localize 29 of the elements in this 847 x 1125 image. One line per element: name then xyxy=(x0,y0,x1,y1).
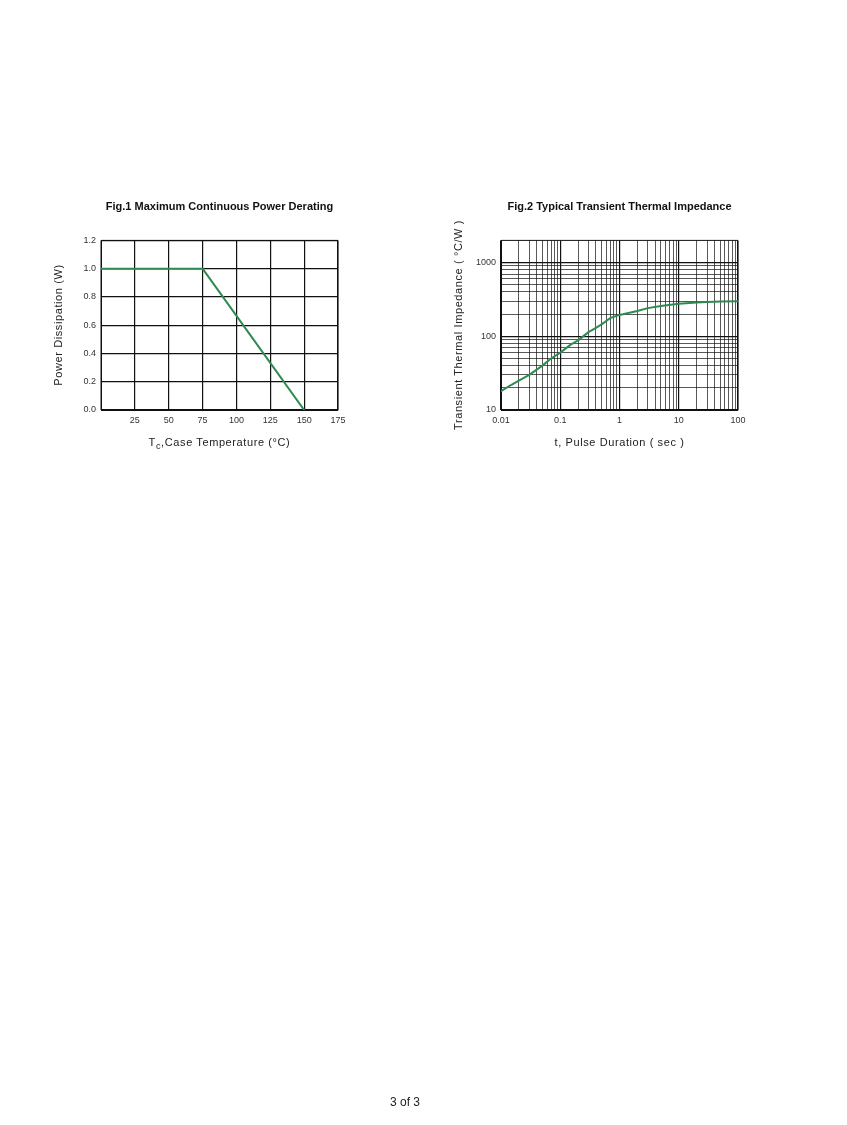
x-tick-label: 10 xyxy=(673,414,684,425)
x-tick-label: 50 xyxy=(163,414,174,425)
y-tick-label: 10 xyxy=(485,404,496,415)
y-tick-label: 0.0 xyxy=(83,404,96,415)
x-axis-title: T$_{c}$,Case Temperature (°C) xyxy=(148,436,291,452)
x-tick-label: 100 xyxy=(730,414,746,425)
x-tick-label: 75 xyxy=(197,414,208,425)
x-tick-label: 25 xyxy=(129,414,140,425)
y-tick-label: 0.8 xyxy=(83,291,96,302)
x-tick-label: 1 xyxy=(616,414,623,425)
y-tick-label: 1000 xyxy=(475,257,496,268)
y-tick-label: 1.0 xyxy=(83,263,96,274)
y-axis-title: Power Dissipation (W) xyxy=(52,264,64,386)
y-tick-label: 1.2 xyxy=(83,234,96,245)
y-tick-label: 100 xyxy=(480,330,496,341)
chart-title: Fig.2 Typical Transient Thermal Impedance xyxy=(507,200,732,213)
y-tick-label: 0.6 xyxy=(83,319,96,330)
chart-title: Fig.1 Maximum Continuous Power Derating xyxy=(105,200,334,213)
x-tick-label: 175 xyxy=(330,414,346,425)
x-tick-label: 150 xyxy=(296,414,312,425)
x-tick-label: 125 xyxy=(262,414,278,425)
x-axis-title: t, Pulse Duration ( sec ) xyxy=(554,436,685,448)
x-tick-label: 0.01 xyxy=(492,414,510,425)
y-axis-title: Transient Thermal Impedance ( °C/W ) xyxy=(452,220,464,431)
y-tick-label: 0.2 xyxy=(83,376,96,387)
y-tick-label: 0.4 xyxy=(83,347,96,358)
text: 3 of 3 xyxy=(389,1095,421,1109)
x-tick-label: 0.1 xyxy=(553,414,567,425)
x-tick-label: 100 xyxy=(228,414,244,425)
